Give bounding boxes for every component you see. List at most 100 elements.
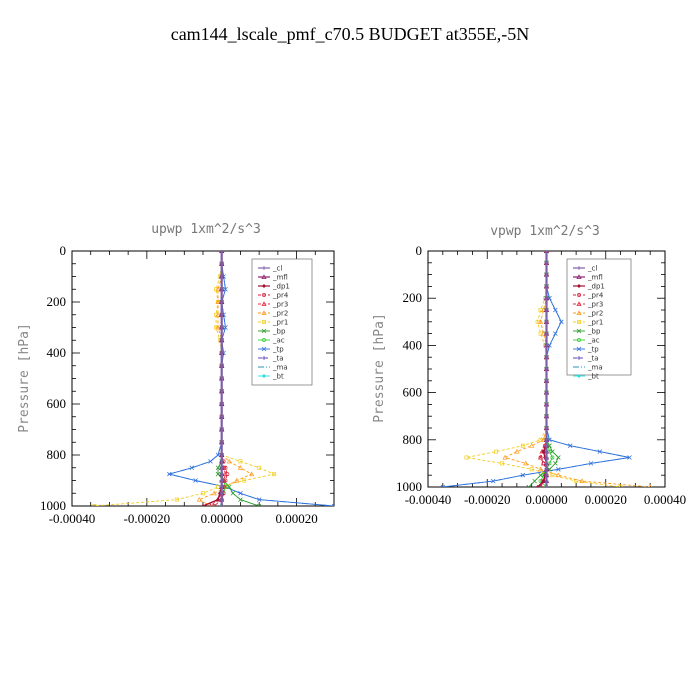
- vpwp-series-point-pr1: [618, 485, 623, 487]
- vpwp-series-point-cl: [544, 260, 549, 265]
- vpwp-series-point-pr2: [529, 442, 535, 448]
- upwp-series-point-pr2: [215, 312, 221, 317]
- vpwp-series-point-cl: [544, 485, 549, 487]
- vpwp-series-point-bp: [526, 484, 532, 487]
- vpwp-series-point-cl: [544, 414, 549, 419]
- upwp-legend-label: _dp1: [272, 283, 290, 291]
- upwp-y-tick-label: 400: [47, 345, 67, 360]
- upwp-legend-marker-pr2: [261, 310, 267, 315]
- upwp-legend-marker-ta: [262, 356, 266, 360]
- upwp-series-point-cl: [219, 427, 224, 432]
- vpwp-legend-marker-pr4: [577, 293, 581, 297]
- upwp-series-point-pr2: [237, 465, 244, 470]
- upwp-legend-marker-pr3: [261, 301, 267, 306]
- upwp-series-point-tp: [331, 503, 334, 506]
- upwp-series-point-tp: [256, 497, 262, 502]
- upwp-series-point-cl: [219, 325, 224, 330]
- vpwp-series-point-tp: [597, 449, 603, 454]
- upwp-series-point-tp: [215, 452, 221, 458]
- upwp-series-point-cl: [219, 465, 224, 470]
- vpwp-series-point-pr2: [579, 478, 585, 484]
- vpwp-legend-label: _ta: [587, 355, 599, 363]
- upwp-legend-marker-dp1: [262, 284, 266, 288]
- upwp-series-point-cl: [219, 484, 224, 489]
- vpwp-legend-marker-tp: [576, 346, 582, 352]
- upwp-legend-marker-mfl: [261, 274, 267, 279]
- upwp-series-point-pr1: [272, 472, 277, 477]
- vpwp-series-point-cl: [544, 296, 549, 301]
- upwp-y-tick-label: 0: [60, 243, 67, 258]
- vpwp-series-point-cl: [544, 473, 549, 478]
- vpwp-x-tick-label: 0.00000: [525, 492, 567, 507]
- vpwp-legend-label: _tp: [587, 346, 599, 354]
- upwp-series-point-cl: [219, 459, 224, 464]
- vpwp-series-point-cl: [544, 455, 549, 460]
- vpwp-legend-label: _bt: [587, 373, 599, 381]
- upwp-series-point-cl: [219, 472, 224, 477]
- upwp-legend-marker-ac: [262, 338, 266, 342]
- upwp-legend-label: _pr1: [272, 319, 288, 327]
- upwp-series-point-cl: [219, 274, 224, 279]
- upwp-series-point-pr1: [174, 497, 179, 502]
- upwp-series-point-pr2: [196, 496, 202, 502]
- vpwp-series-point-pr2: [537, 466, 544, 472]
- vpwp-series-point-cl: [544, 437, 549, 442]
- upwp-series-point-cl: [219, 478, 224, 483]
- vpwp-series-point-cl: [544, 331, 549, 336]
- upwp-series-point-cl: [219, 300, 224, 304]
- upwp-series-line-pr1: [94, 251, 276, 506]
- vpwp-series-point-bp: [553, 461, 558, 466]
- upwp-y-tick-label: 1000: [40, 498, 66, 513]
- upwp-series-point-cl: [219, 376, 224, 381]
- vpwp-series-point-cl: [544, 467, 549, 472]
- vpwp-series-point-cl: [544, 308, 549, 312]
- vpwp-series-point-tp: [553, 331, 558, 336]
- upwp-series-point-pr2: [215, 324, 221, 330]
- upwp-series-point-cl: [219, 261, 224, 266]
- vpwp-series-point-cl: [544, 461, 549, 466]
- vpwp-series-point-pr1: [464, 455, 469, 460]
- vpwp-legend-marker-dp1: [577, 284, 581, 288]
- vpwp-x-tick-label: 0.00020: [585, 492, 627, 507]
- vpwp-series-point-tp: [520, 472, 526, 478]
- vpwp-legend-label: _pr2: [587, 310, 603, 318]
- vpwp-legend-label: _pr4: [587, 292, 604, 300]
- upwp-y-tick-label: 200: [47, 294, 67, 309]
- vpwp-legend-marker-mfl: [576, 274, 582, 279]
- figure-title: cam144_lscale_pmf_c70.5 BUDGET at355E,-5…: [171, 24, 530, 44]
- vpwp-legend-marker-pr2: [576, 310, 582, 315]
- vpwp-series-point-pr1: [529, 467, 534, 472]
- vpwp-legend-label: _dp1: [587, 283, 605, 291]
- vpwp-series-point-bp: [532, 478, 537, 484]
- vpwp-series-point-pr2: [514, 448, 520, 454]
- upwp-series-point-tp: [167, 471, 172, 477]
- vpwp-series-point-cl: [544, 443, 549, 448]
- upwp-legend-marker-cl: [262, 266, 266, 270]
- vpwp-series-point-pr3: [539, 484, 543, 487]
- vpwp-series-point-cl: [544, 449, 549, 454]
- vpwp-legend-marker-pr3: [576, 301, 582, 306]
- upwp-legend-label: _tp: [272, 346, 284, 354]
- upwp-series-point-cl: [219, 497, 224, 502]
- upwp-legend-label: _ma: [272, 364, 288, 372]
- upwp-legend-marker-bp: [261, 328, 267, 334]
- upwp-series-point-bp: [238, 497, 243, 502]
- upwp-panel: upwp 1xm^2/s^3 Pressure [hPa] 0 200 400 600…: [17, 222, 335, 526]
- upwp-legend-label: _pr4: [272, 292, 289, 300]
- vpwp-series-point-pr2: [648, 484, 652, 487]
- vpwp-series-point-pr1: [550, 473, 555, 478]
- vpwp-series-point-ac: [550, 455, 555, 460]
- upwp-series-point-cl: [219, 402, 224, 406]
- upwp-x-tick-label: 0.00020: [275, 511, 317, 526]
- vpwp-legend-label: _cl: [587, 265, 597, 273]
- vpwp-series-point-cl: [544, 402, 549, 407]
- upwp-legend-label: _ta: [272, 355, 284, 363]
- upwp-series-point-bp: [215, 471, 221, 477]
- upwp-series-point-cl: [219, 440, 224, 445]
- vpwp-legend-marker-cl: [577, 266, 581, 270]
- upwp-series-point-pr4: [225, 472, 230, 477]
- upwp-series-point-pr1: [201, 491, 205, 496]
- upwp-legend-label: _bt: [272, 373, 284, 381]
- vpwp-series-point-bp: [556, 455, 561, 460]
- vpwp-x-tick-label: -0.00040: [405, 492, 452, 507]
